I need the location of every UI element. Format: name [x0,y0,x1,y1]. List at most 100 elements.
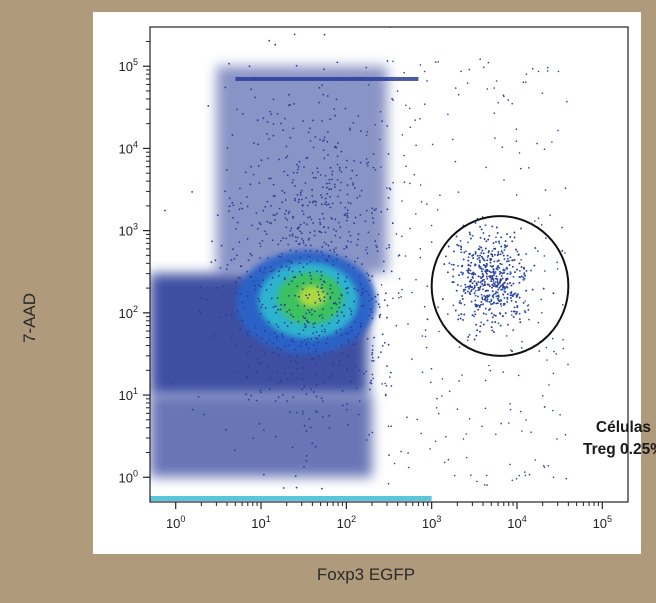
event-dot [490,312,493,315]
event-dot [262,429,265,431]
event-dot [333,248,335,251]
event-dot [319,174,322,176]
event-dot [400,450,402,453]
event-dot [314,176,317,179]
event-dot [305,196,308,199]
event-dot [219,267,222,269]
event-dot [534,459,536,461]
event-dot [520,266,523,269]
event-dot [501,251,504,254]
event-dot [324,175,327,177]
event-dot [321,487,323,490]
event-dot [308,201,311,204]
event-dot [334,114,336,117]
event-dot [462,290,465,293]
event-dot [225,169,228,171]
event-dot [325,258,327,261]
event-dot [365,134,368,137]
event-dot [290,227,293,230]
event-dot [463,303,466,306]
event-dot [297,201,300,204]
event-dot [249,252,252,255]
event-dot [298,332,300,335]
event-dot [300,198,303,201]
event-dot [496,268,499,271]
event-dot [277,243,280,246]
event-dot [495,433,497,436]
event-dot [496,232,499,234]
event-dot [450,263,453,266]
event-dot [281,201,283,204]
event-dot [191,191,193,193]
event-dot [352,15,354,17]
x-tick-label: 105 [593,514,612,531]
event-dot [461,298,464,300]
event-dot [429,448,431,450]
event-dot [476,329,479,332]
event-dot [317,355,320,358]
event-dot [395,324,398,327]
event-dot [240,202,242,205]
event-dot [401,235,403,238]
event-dot [323,300,326,302]
event-dot [319,299,322,302]
event-dot [281,253,283,255]
event-dot [494,292,497,295]
event-dot [224,313,227,316]
event-dot [384,394,387,397]
event-dot [489,369,492,372]
event-dot [328,414,330,417]
event-dot [464,286,467,289]
event-dot [296,163,298,166]
event-dot [356,289,359,292]
event-dot [246,295,249,297]
event-dot [164,209,166,212]
event-dot [215,287,218,289]
event-dot [315,383,318,386]
event-dot [313,234,316,237]
event-dot [537,70,540,73]
event-dot [491,249,494,252]
event-dot [387,153,390,155]
event-dot [299,223,302,226]
event-dot [286,218,289,221]
event-dot [324,330,326,333]
event-dot [474,313,477,316]
event-dot [335,332,338,335]
event-dot [286,174,289,177]
event-dot [347,201,350,204]
event-dot [388,187,391,190]
event-dot [281,189,284,192]
event-dot [288,210,291,213]
event-dot [352,184,354,186]
event-dot [452,281,455,284]
event-dot [234,228,237,230]
event-dot [268,221,271,224]
event-dot [207,105,210,107]
event-dot [232,248,234,251]
event-dot [348,353,350,356]
event-dot [302,315,304,318]
event-dot [339,226,342,228]
treg-gate-ellipse[interactable] [430,215,570,357]
event-dot [490,303,492,306]
event-dot [352,182,354,184]
event-dot [517,254,520,256]
event-dot [306,204,309,207]
event-dot [494,272,496,275]
event-dot [285,237,288,240]
event-dot [321,140,324,142]
event-dot [546,359,548,361]
event-dot [322,308,324,311]
event-dot [250,394,253,397]
event-dot [419,118,421,120]
event-dot [267,257,269,259]
event-dot [509,256,512,259]
event-dot [474,299,477,302]
event-dot [265,233,268,236]
event-dot [272,98,275,101]
event-dot [329,297,332,300]
event-dot [325,243,328,246]
event-dot [279,379,282,382]
event-dot [497,250,500,253]
